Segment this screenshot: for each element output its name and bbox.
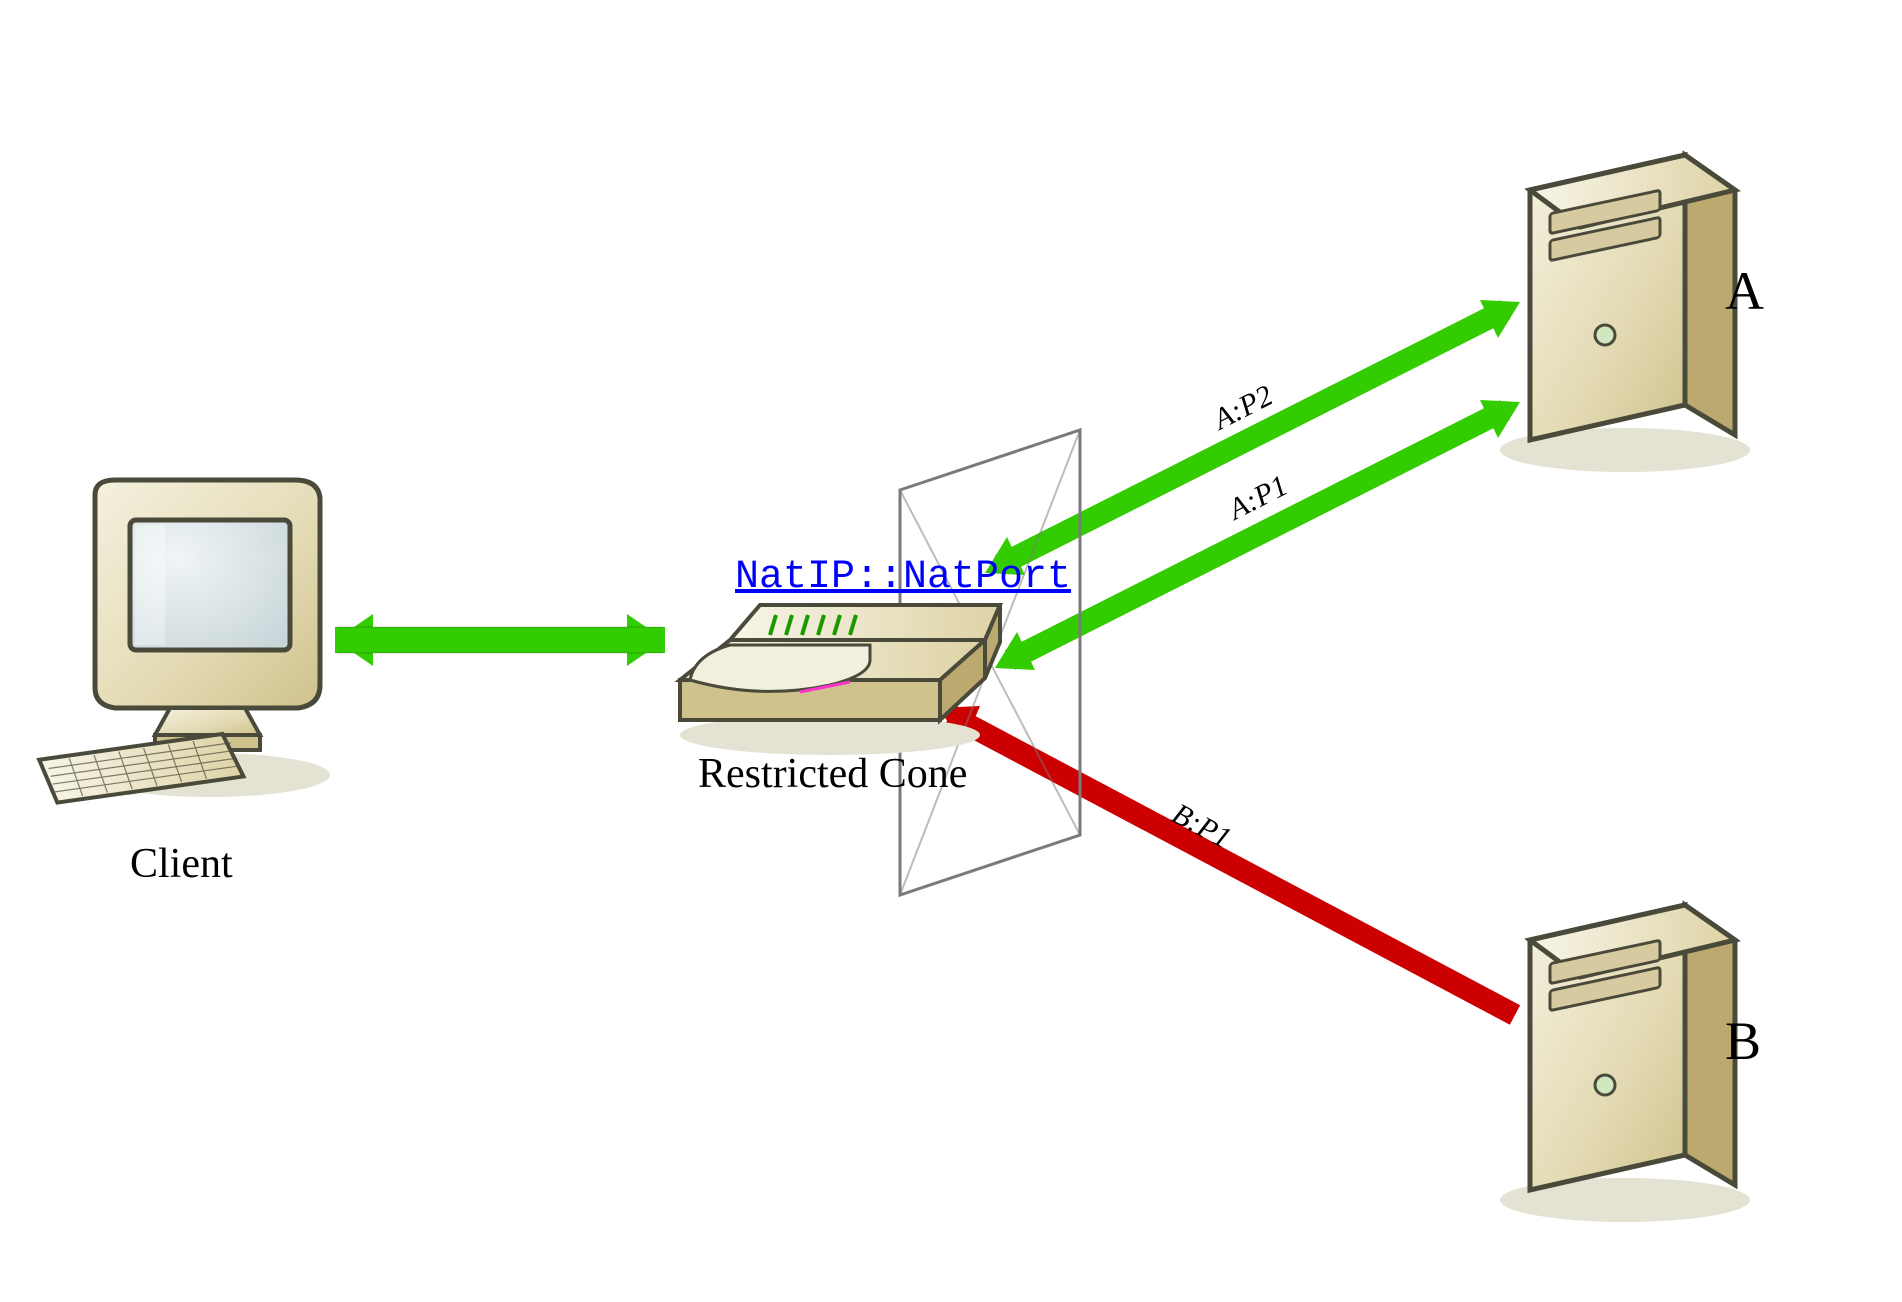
- client-label: Client: [130, 840, 233, 888]
- nat-ip-port-link[interactable]: NatIP::NatPort: [735, 555, 1071, 600]
- nat-label: Restricted Cone: [698, 750, 967, 798]
- node-client: [39, 480, 330, 804]
- server-a-label: A: [1725, 260, 1764, 322]
- edge-client-nat: [335, 614, 665, 666]
- server-b-label: B: [1725, 1010, 1761, 1072]
- diagram-svg: A:P2 A:P1 B:P1: [0, 0, 1902, 1302]
- node-server-a: [1500, 155, 1750, 472]
- edge-b-nat: [938, 706, 1515, 1015]
- node-server-b: [1500, 905, 1750, 1222]
- node-nat: [680, 605, 1000, 755]
- diagram-stage: A:P2 A:P1 B:P1 Client Restricted Cone A …: [0, 0, 1902, 1302]
